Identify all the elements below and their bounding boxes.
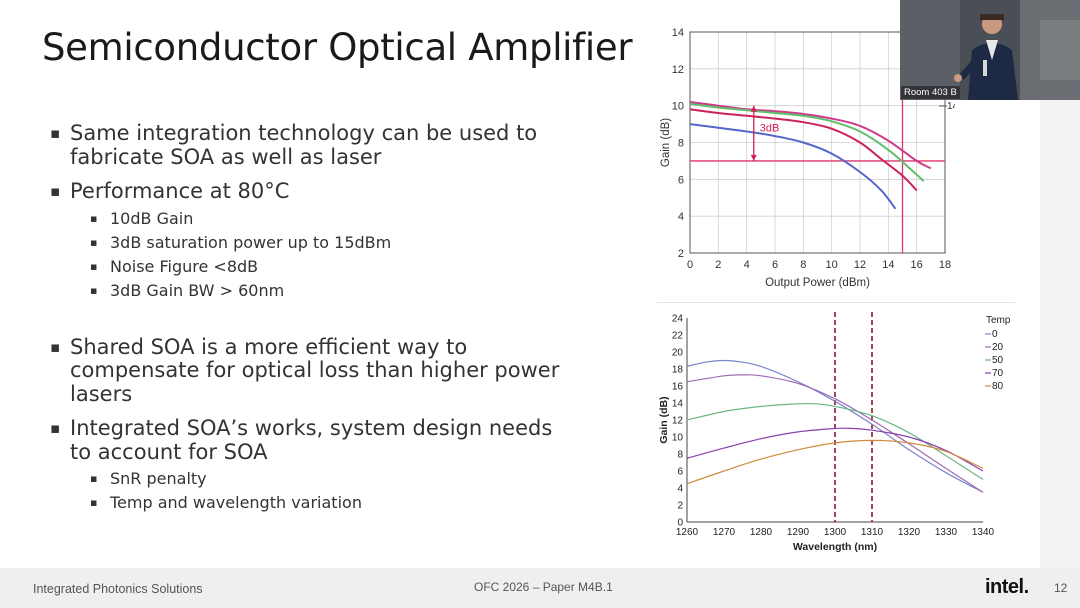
legend-label: 140 [947, 101, 955, 112]
arrow-head [750, 154, 757, 161]
y-axis-label: Gain (dB) [660, 118, 672, 167]
y-tick-label: 12 [672, 416, 684, 427]
legend-label: 0 [992, 329, 998, 340]
x-axis-label: Output Power (dBm) [765, 277, 870, 289]
y-tick-label: 20 [672, 348, 684, 359]
y-tick-label: 4 [677, 484, 683, 495]
bullet-item: Integrated SOA’s works, system design ne… [50, 416, 570, 515]
series-line [689, 101, 932, 170]
series-line [689, 123, 897, 210]
bullet-text: Shared SOA is a more efficient way to co… [70, 334, 560, 406]
x-tick-label: 1290 [787, 527, 810, 538]
bullet-text: Integrated SOA’s works, system design ne… [70, 416, 553, 464]
bullet-list: Same integration technology can be used … [50, 121, 570, 526]
chart-divider [657, 302, 1015, 303]
plot-frame [689, 31, 946, 254]
sub-bullet-item: Temp and wavelength variation [70, 491, 570, 515]
y-tick-label: 0 [677, 518, 683, 529]
x-axis-label: Wavelength (nm) [793, 541, 877, 553]
y-axis-label: Gain (dB) [658, 396, 670, 443]
y-tick-label: 14 [672, 399, 684, 410]
series-line [686, 402, 984, 481]
x-tick-label: 4 [744, 259, 750, 271]
x-tick-label: 2 [715, 259, 721, 271]
series-line [686, 359, 984, 493]
annotation-label: 3dB [760, 122, 780, 134]
intel-logo: intel. [985, 576, 1029, 598]
sub-bullet-list: SnR penalty Temp and wavelength variatio… [70, 467, 570, 515]
arrow-head [750, 105, 757, 112]
x-tick-label: 1310 [861, 527, 884, 538]
y-tick-label: 4 [678, 211, 684, 223]
sub-bullet-item: 3dB saturation power up to 15dBm [70, 231, 570, 255]
bullet-item: Same integration technology can be used … [50, 121, 570, 169]
y-tick-label: 8 [677, 450, 683, 461]
legend-label: 70 [992, 368, 1004, 379]
legend-label: 80 [992, 381, 1004, 392]
y-tick-label: 2 [678, 248, 684, 260]
y-tick-label: 8 [678, 138, 684, 150]
x-tick-label: 16 [911, 259, 923, 271]
speaker-video-image [900, 0, 1080, 100]
bullet-item: Performance at 80°C 10dB Gain 3dB satura… [50, 179, 570, 303]
series-line [686, 427, 984, 472]
x-tick-label: 14 [882, 259, 894, 271]
x-tick-label: 1320 [898, 527, 921, 538]
y-tick-label: 22 [672, 331, 684, 342]
x-tick-label: 1330 [935, 527, 958, 538]
y-tick-label: 18 [672, 365, 684, 376]
x-tick-label: 10 [826, 259, 838, 271]
y-tick-label: 10 [672, 101, 684, 113]
legend-title: Temp [986, 315, 1011, 326]
y-tick-label: 6 [677, 467, 683, 478]
y-tick-label: 2 [677, 501, 683, 512]
y-tick-label: 14 [672, 27, 684, 39]
legend-label: 20 [992, 342, 1004, 353]
x-tick-label: 1300 [824, 527, 847, 538]
footer: Integrated Photonics Solutions OFC 2026 … [0, 568, 1080, 608]
x-tick-label: 1270 [713, 527, 736, 538]
y-tick-label: 16 [672, 382, 684, 393]
x-tick-label: 0 [687, 259, 693, 271]
x-tick-label: 18 [939, 259, 951, 271]
side-strip [1040, 100, 1080, 568]
speaker-video [900, 0, 1080, 100]
sub-bullet-item: Noise Figure <8dB [70, 255, 570, 279]
room-label: Room 403 B [901, 86, 960, 99]
y-tick-label: 10 [672, 433, 684, 444]
x-tick-label: 1280 [750, 527, 773, 538]
x-tick-label: 1340 [972, 527, 995, 538]
bullet-text: Same integration technology can be used … [70, 121, 538, 169]
x-tick-label: 8 [800, 259, 806, 271]
y-tick-label: 24 [672, 314, 684, 325]
sub-bullet-item: SnR penalty [70, 467, 570, 491]
y-tick-label: 6 [678, 174, 684, 186]
slide-title: Semiconductor Optical Amplifier [42, 26, 633, 69]
sub-bullet-list: 10dB Gain 3dB saturation power up to 15d… [70, 207, 570, 303]
sub-bullet-item: 10dB Gain [70, 207, 570, 231]
series-line [689, 108, 918, 192]
series-line [689, 102, 925, 182]
x-tick-label: 6 [772, 259, 778, 271]
sub-bullet-item: 3dB Gain BW > 60nm [70, 279, 570, 303]
series-line [686, 439, 984, 485]
page-number: 12 [1054, 581, 1068, 595]
legend-label: 50 [992, 355, 1004, 366]
footer-left-text: Integrated Photonics Solutions [33, 582, 203, 596]
y-tick-label: 12 [672, 64, 684, 76]
bullet-item: Shared SOA is a more efficient way to co… [50, 334, 570, 407]
gain-vs-wavelength-chart: 1260 1270 1280 1290 1300 1310 1320 1330 13400246… [658, 312, 1011, 553]
series-line [686, 374, 984, 493]
x-tick-label: 12 [854, 259, 866, 271]
footer-center-text: OFC 2026 – Paper M4B.1 [474, 580, 613, 594]
spacer [50, 314, 570, 336]
bullet-text: Performance at 80°C [70, 179, 290, 203]
x-tick-label: 1260 [676, 527, 699, 538]
